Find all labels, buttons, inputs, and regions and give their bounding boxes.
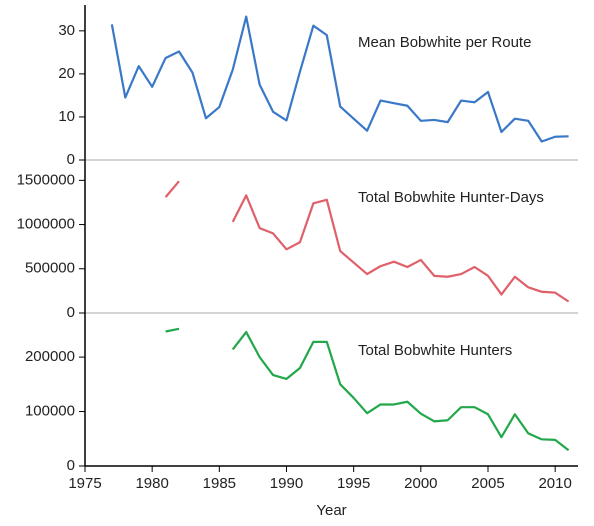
y-tick-label: 500000 bbox=[25, 260, 75, 277]
panel-title: Mean Bobwhite per Route bbox=[358, 34, 531, 51]
y-tick-label: 0 bbox=[67, 304, 75, 321]
x-tick-label: 1985 bbox=[203, 475, 236, 492]
x-tick-label: 1975 bbox=[68, 475, 101, 492]
x-tick-label: 2005 bbox=[471, 475, 504, 492]
y-tick-label: 1500000 bbox=[17, 171, 75, 188]
panel-title: Total Bobwhite Hunter-Days bbox=[358, 189, 544, 206]
y-tick-label: 10 bbox=[58, 108, 75, 125]
x-tick-label: 2000 bbox=[404, 475, 437, 492]
y-tick-label: 0 bbox=[67, 151, 75, 168]
x-tick-label: 1980 bbox=[135, 475, 168, 492]
y-tick-label: 1000000 bbox=[17, 216, 75, 233]
y-tick-label: 30 bbox=[58, 22, 75, 39]
x-axis-label: Year bbox=[316, 502, 346, 519]
y-tick-label: 100000 bbox=[25, 403, 75, 420]
y-tick-label: 0 bbox=[67, 457, 75, 474]
y-tick-label: 200000 bbox=[25, 348, 75, 365]
x-tick-label: 1990 bbox=[270, 475, 303, 492]
panel-title: Total Bobwhite Hunters bbox=[358, 342, 512, 359]
y-tick-label: 20 bbox=[58, 65, 75, 82]
data-line bbox=[165, 327, 570, 452]
data-line bbox=[164, 180, 570, 303]
data-line bbox=[110, 15, 569, 143]
x-tick-label: 2010 bbox=[538, 475, 571, 492]
x-tick-label: 1995 bbox=[337, 475, 370, 492]
